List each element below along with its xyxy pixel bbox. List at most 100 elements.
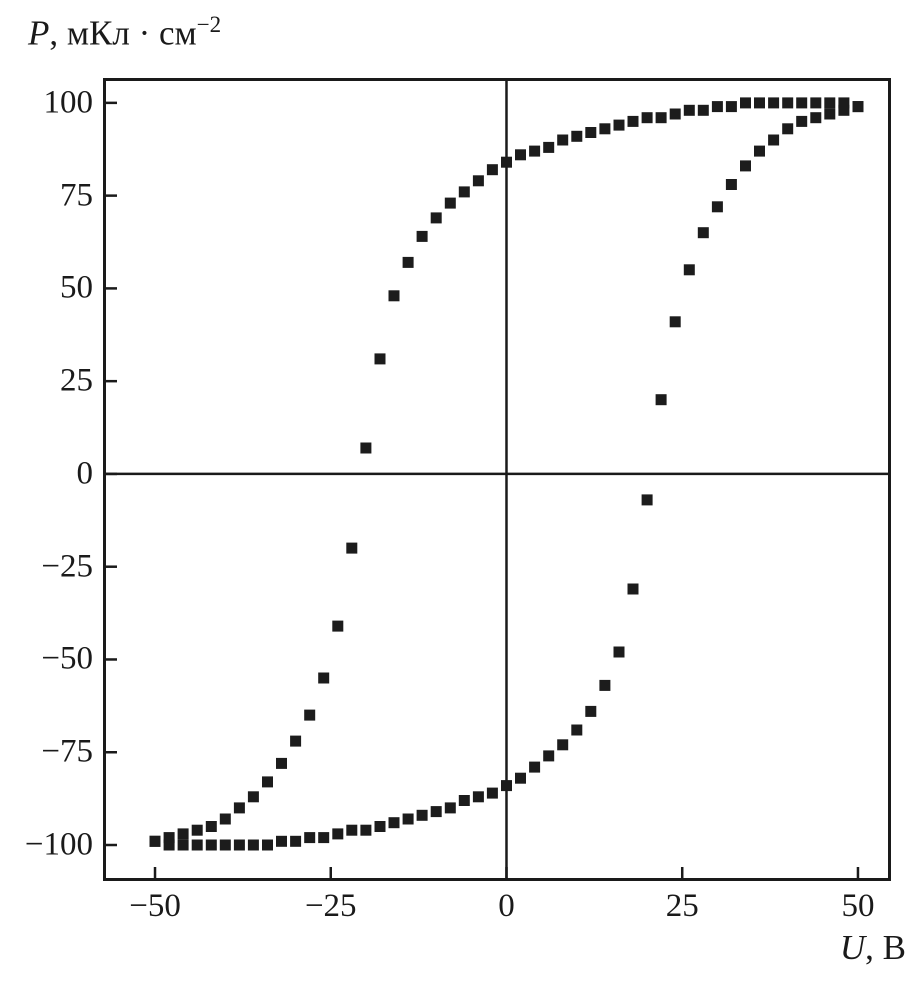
data-point-descending-branch [332, 620, 344, 632]
data-point-descending-branch [472, 175, 484, 187]
data-point-ascending-branch [346, 824, 358, 836]
plot-frame [103, 78, 891, 881]
data-point-ascending-branch [683, 264, 695, 276]
data-point-descending-branch [177, 828, 189, 840]
data-point-ascending-branch [149, 835, 161, 847]
y-tick-label: 100 [43, 84, 94, 121]
data-point-ascending-branch [262, 839, 273, 851]
data-point-descending-branch [697, 104, 709, 116]
data-point-descending-branch [683, 104, 695, 116]
data-point-descending-branch [501, 156, 512, 168]
data-point-descending-branch [599, 123, 611, 135]
chart-canvas [103, 78, 891, 881]
data-point-descending-branch [458, 186, 470, 198]
data-point-descending-branch [444, 197, 456, 209]
data-point-ascending-branch [627, 583, 639, 595]
data-point-descending-branch [711, 101, 723, 113]
data-point-descending-branch [219, 813, 231, 825]
data-point-ascending-branch [641, 494, 653, 506]
data-point-descending-branch [318, 672, 330, 684]
data-point-descending-branch [669, 108, 681, 120]
data-point-descending-branch [529, 145, 541, 157]
data-point-ascending-branch [374, 821, 386, 832]
data-point-ascending-branch [543, 750, 555, 762]
data-point-ascending-branch [458, 795, 470, 806]
data-point-descending-branch [402, 256, 414, 268]
data-point-ascending-branch [486, 787, 498, 799]
data-point-ascending-branch [768, 134, 780, 146]
data-point-descending-branch [782, 97, 794, 109]
data-point-ascending-branch [318, 832, 330, 844]
data-point-ascending-branch [740, 160, 751, 172]
data-point-descending-branch [557, 134, 569, 146]
data-point-ascending-branch [388, 817, 400, 829]
data-point-ascending-branch [304, 832, 316, 844]
data-point-ascending-branch [430, 806, 442, 818]
data-point-ascending-branch [416, 809, 428, 821]
data-point-descending-branch [374, 353, 386, 365]
data-point-descending-branch [304, 709, 316, 721]
data-point-descending-branch [838, 97, 850, 109]
data-point-ascending-branch [571, 724, 583, 736]
data-point-ascending-branch [276, 835, 287, 847]
data-point-ascending-branch [515, 772, 526, 784]
data-point-ascending-branch [290, 835, 302, 847]
data-point-ascending-branch [233, 839, 245, 851]
y-tick-label: −100 [24, 826, 93, 863]
data-point-ascending-branch [219, 839, 231, 851]
data-point-descending-branch [725, 101, 737, 113]
data-point-ascending-branch [585, 705, 597, 717]
data-point-descending-branch [276, 757, 287, 769]
x-tick-label: −50 [129, 888, 181, 924]
x-tick-label: −25 [304, 888, 357, 924]
y-tick-label: 0 [76, 455, 94, 492]
y-tick-label: 75 [60, 177, 93, 214]
y-tick-label: −25 [41, 548, 93, 585]
data-point-ascending-branch [444, 802, 456, 814]
data-point-ascending-branch [810, 112, 822, 124]
data-point-descending-branch [205, 821, 217, 832]
x-axis-title: U, В [840, 928, 906, 968]
x-axis-variable: U [839, 928, 866, 967]
data-point-ascending-branch [655, 394, 667, 406]
data-point-descending-branch [233, 802, 245, 814]
data-point-descending-branch [247, 791, 259, 803]
data-point-ascending-branch [529, 761, 541, 773]
y-axis-exponent: −2 [196, 12, 222, 37]
data-point-ascending-branch [669, 316, 681, 328]
data-point-descending-branch [163, 832, 175, 844]
data-point-ascending-branch [332, 828, 344, 840]
data-point-descending-branch [571, 130, 583, 142]
data-point-ascending-branch [472, 791, 484, 803]
data-point-ascending-branch [402, 813, 414, 825]
data-point-descending-branch [543, 141, 555, 153]
x-tick-label: 25 [665, 888, 699, 924]
data-point-descending-branch [585, 127, 597, 138]
y-axis-title: P, мКл · см−2 [28, 12, 221, 54]
data-point-descending-branch [796, 97, 808, 109]
data-point-ascending-branch [754, 145, 765, 157]
data-point-ascending-branch [613, 646, 625, 658]
data-point-ascending-branch [205, 839, 217, 851]
data-point-descending-branch [613, 119, 625, 131]
y-tick-label: 25 [60, 362, 93, 399]
data-point-ascending-branch [697, 227, 709, 239]
x-tick-label: 50 [841, 888, 875, 924]
data-point-ascending-branch [599, 679, 611, 691]
y-tick-label: 50 [60, 269, 93, 306]
data-point-descending-branch [824, 97, 836, 109]
data-point-descending-branch [388, 290, 400, 302]
data-point-ascending-branch [725, 179, 737, 190]
data-point-descending-branch [360, 442, 372, 454]
data-point-ascending-branch [711, 201, 723, 213]
data-point-ascending-branch [501, 780, 512, 792]
data-point-descending-branch [346, 542, 358, 554]
data-point-ascending-branch [177, 839, 189, 851]
x-tick-label: 0 [498, 888, 515, 924]
data-point-descending-branch [627, 115, 639, 127]
data-point-ascending-branch [360, 824, 372, 836]
data-point-ascending-branch [852, 101, 864, 113]
data-point-descending-branch [262, 776, 273, 788]
data-point-ascending-branch [796, 115, 808, 127]
